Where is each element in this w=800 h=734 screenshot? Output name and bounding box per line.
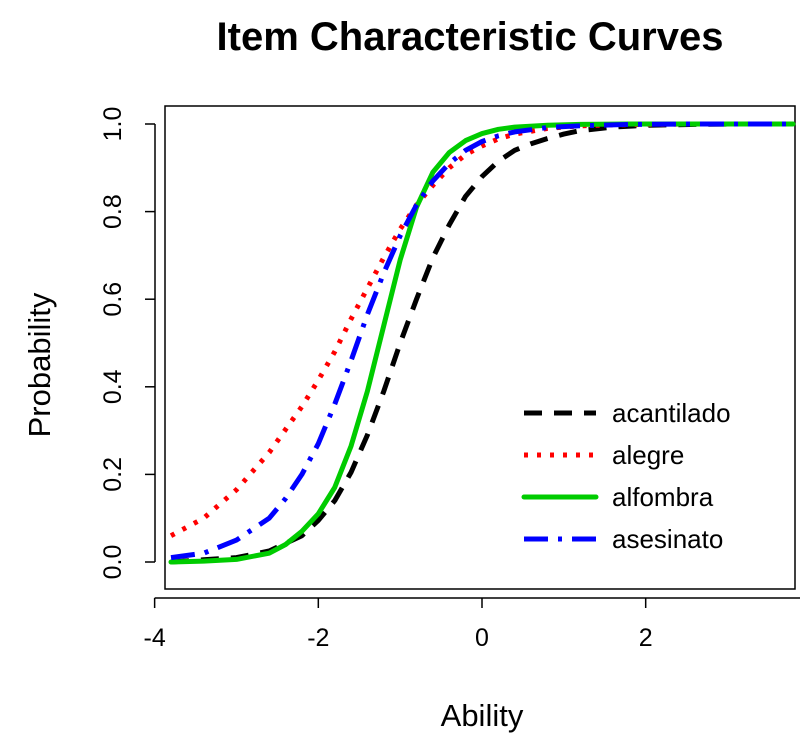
y-tick-label: 0.8	[99, 194, 127, 229]
y-axis: 0.0 0.2 0.4 0.6 0.8 1.0	[99, 107, 156, 580]
x-tick-label: 0	[475, 624, 489, 652]
y-tick-label: 0.6	[99, 282, 127, 317]
legend-label: alegre	[612, 440, 684, 470]
y-tick-label: 0.2	[99, 457, 127, 492]
x-axis-label: Ability	[441, 698, 524, 733]
legend-label: asesinato	[612, 524, 723, 554]
chart-title: Item Characteristic Curves	[217, 15, 724, 59]
y-tick-label: 0.0	[99, 545, 127, 580]
x-tick-label: -4	[144, 624, 166, 652]
x-tick-label: 2	[639, 624, 653, 652]
legend: acantilado alegre alfombra asesinato	[521, 398, 731, 554]
y-axis-label: Probability	[22, 292, 57, 437]
x-axis: -4-2024	[144, 597, 800, 652]
series-layer	[168, 121, 796, 565]
legend-label: acantilado	[612, 398, 731, 428]
y-tick-label: 1.0	[99, 107, 127, 142]
series-line-acantilado	[170, 121, 793, 565]
series-line-alegre	[169, 121, 793, 538]
x-tick-label: -2	[307, 624, 329, 652]
plot-frame	[164, 105, 796, 590]
y-tick-label: 0.4	[99, 369, 127, 404]
legend-label: alfombra	[612, 482, 714, 512]
series-line-asesinato	[170, 121, 793, 561]
